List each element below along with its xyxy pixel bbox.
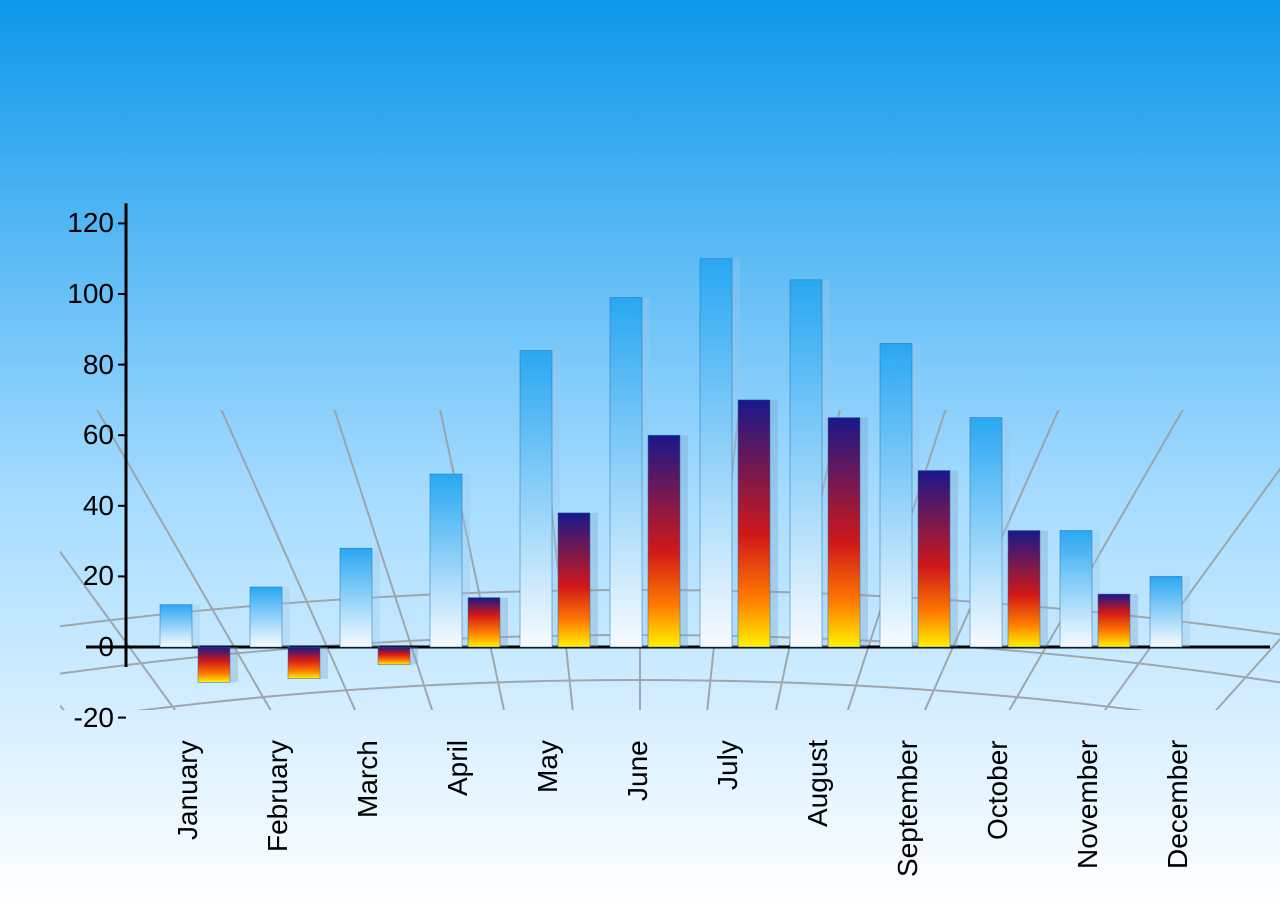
bar [160,605,192,647]
y-tick-label: 40 [14,490,114,522]
bar [520,350,552,647]
x-axis-label: April [442,740,474,796]
x-axis-label: November [1072,740,1104,869]
bar [288,647,320,679]
bar [828,418,860,647]
x-axis-label: February [262,740,294,852]
y-tick-label: 80 [14,349,114,381]
y-tick-label: 20 [14,560,114,592]
y-tick-label: -20 [14,702,114,734]
x-axis-label: October [982,740,1014,840]
bar [880,343,912,647]
x-axis-label: December [1162,740,1194,869]
bar [340,548,372,647]
bar [700,259,732,647]
bar [918,471,950,648]
x-axis-label: June [622,740,654,801]
bar [198,647,230,682]
bar [468,598,500,647]
y-tick-label: 120 [14,207,114,239]
y-tick-label: 60 [14,419,114,451]
bar [790,280,822,647]
bar [1060,531,1092,647]
x-axis-label: August [802,740,834,827]
x-axis-label: July [712,740,744,790]
bar [738,400,770,647]
x-axis-label: September [892,740,924,877]
chart-stage: -20 0 20 40 60 80 100 120 January February March A… [0,0,1280,905]
bar [1008,531,1040,647]
bar [430,474,462,647]
y-tick-label: 100 [14,278,114,310]
y-tick-label: 0 [14,631,114,663]
bar [610,298,642,647]
bar [970,418,1002,647]
bar [378,647,410,665]
x-axis-label: January [172,740,204,840]
bar [250,587,282,647]
bar [1098,594,1130,647]
x-axis-label: May [532,740,564,793]
bar [558,513,590,647]
bar [648,435,680,647]
bar [1150,576,1182,647]
x-axis-label: March [352,740,384,818]
